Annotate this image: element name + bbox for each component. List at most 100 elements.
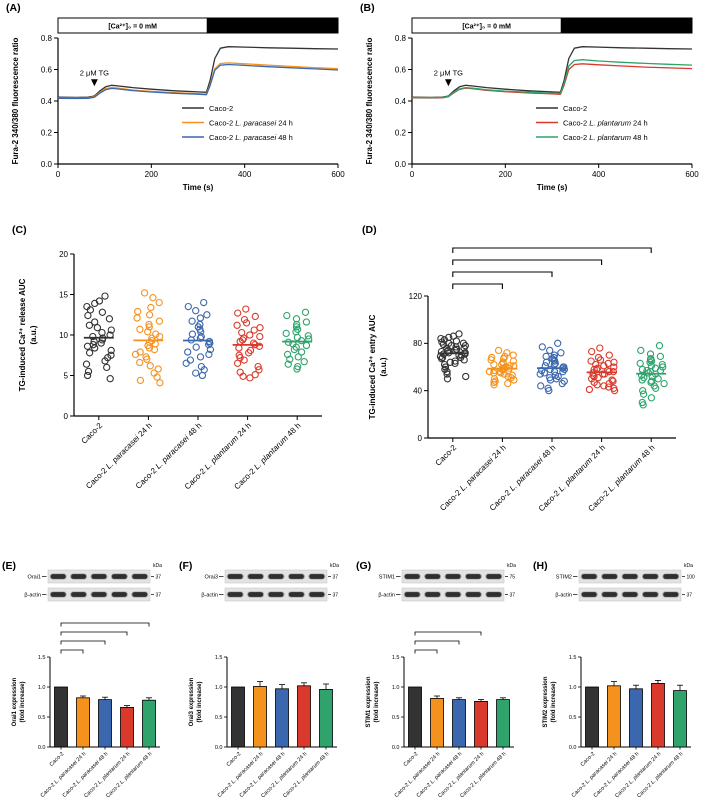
svg-text:Orai3: Orai3 <box>205 575 218 581</box>
svg-text:(a.u.): (a.u.) <box>29 325 38 344</box>
panel-H-blot-bar-chart: kDa STIM2 100 β-actin 37 0.0 0.5 1.0 1.5 STIM2 ex… <box>543 563 696 799</box>
svg-text:400: 400 <box>238 170 252 179</box>
svg-text:0.6: 0.6 <box>41 65 53 74</box>
svg-text:0.4: 0.4 <box>395 97 407 106</box>
svg-text:Orai1: Orai1 <box>28 575 41 581</box>
svg-text:Time (s): Time (s) <box>183 183 214 192</box>
svg-text:Caco-2 L. plantarum 24 h: Caco-2 L. plantarum 24 h <box>563 118 648 127</box>
svg-text:Caco-2: Caco-2 <box>434 443 459 468</box>
svg-text:Caco-2 L. plantarum 48 h: Caco-2 L. plantarum 48 h <box>636 751 684 799</box>
svg-text:400: 400 <box>592 170 606 179</box>
svg-text:10: 10 <box>59 331 68 340</box>
svg-text:Caco-2: Caco-2 <box>80 421 105 446</box>
panel-D: (D) 0 40 80 120 TG-induced Ca²⁺ entry AUC (a.… <box>362 224 707 558</box>
svg-text:0.0: 0.0 <box>41 160 53 169</box>
svg-text:37: 37 <box>510 593 516 599</box>
panel-B-label: (B) <box>360 2 375 14</box>
svg-text:TG-induced Ca²⁺ release AUC: TG-induced Ca²⁺ release AUC <box>18 278 27 391</box>
svg-text:Caco-2 L. plantarum 48 h: Caco-2 L. plantarum 48 h <box>282 751 330 799</box>
svg-text:Caco-2 L. paracasei 48 h: Caco-2 L. paracasei 48 h <box>209 133 293 142</box>
svg-text:600: 600 <box>331 170 345 179</box>
svg-text:0: 0 <box>418 434 423 443</box>
svg-text:2 μM TG: 2 μM TG <box>80 68 109 77</box>
svg-text:STIM1 expression: STIM1 expression <box>366 676 372 727</box>
svg-text:120: 120 <box>409 292 423 301</box>
svg-text:0.2: 0.2 <box>41 128 53 137</box>
svg-text:0.2: 0.2 <box>395 128 407 137</box>
svg-text:0.4: 0.4 <box>41 97 53 106</box>
svg-text:0.6: 0.6 <box>395 65 407 74</box>
panel-H-label: (H) <box>533 560 548 572</box>
svg-text:[Ca²⁺]₀ = 0 mM: [Ca²⁺]₀ = 0 mM <box>108 24 157 31</box>
svg-text:β-actin: β-actin <box>555 593 572 599</box>
svg-text:37: 37 <box>156 575 162 581</box>
svg-text:0.0: 0.0 <box>395 160 407 169</box>
svg-text:Orai3 expression: Orai3 expression <box>189 677 195 726</box>
svg-text:40: 40 <box>413 386 422 395</box>
panel-E-blot-bar-chart: kDa Orai1 37 β-actin 37 0.0 0.5 1.0 1.5 Orai1 exp… <box>12 563 162 799</box>
svg-text:0.0: 0.0 <box>215 745 223 751</box>
svg-text:(fold increase): (fold increase) <box>197 681 203 722</box>
panel-G-label: (G) <box>356 560 372 572</box>
svg-text:(fold increase): (fold increase) <box>20 681 26 722</box>
svg-text:Caco-2 L. plantarum 48 h: Caco-2 L. plantarum 48 h <box>105 751 153 799</box>
svg-text:Time (s): Time (s) <box>537 183 568 192</box>
svg-text:STIM2: STIM2 <box>556 575 572 581</box>
svg-text:0: 0 <box>56 170 61 179</box>
svg-text:0.5: 0.5 <box>569 715 577 721</box>
svg-text:STIM1: STIM1 <box>379 575 395 581</box>
svg-text:1.0: 1.0 <box>215 685 223 691</box>
svg-text:0.5: 0.5 <box>215 715 223 721</box>
svg-text:β-actin: β-actin <box>378 593 395 599</box>
svg-text:1.5: 1.5 <box>569 655 577 661</box>
svg-text:1.0: 1.0 <box>392 685 400 691</box>
svg-text:1.5: 1.5 <box>215 655 223 661</box>
svg-text:200: 200 <box>499 170 513 179</box>
svg-text:Caco-2: Caco-2 <box>403 751 420 768</box>
svg-text:(fold increase): (fold increase) <box>374 681 380 722</box>
svg-text:kDa: kDa <box>507 563 516 569</box>
svg-text:5: 5 <box>64 371 69 380</box>
svg-text:β-actin: β-actin <box>24 593 41 599</box>
svg-text:Orai1 expression: Orai1 expression <box>12 677 18 726</box>
svg-text:kDa: kDa <box>330 563 339 569</box>
svg-text:Caco-2 L. plantarum 48 h: Caco-2 L. plantarum 48 h <box>563 133 648 142</box>
svg-text:1.5: 1.5 <box>392 655 400 661</box>
svg-text:0.0: 0.0 <box>38 745 46 751</box>
svg-text:kDa: kDa <box>684 563 693 569</box>
panel-C-label: (C) <box>12 224 27 236</box>
panel-B-timecourse-chart: [Ca²⁺]₀ = 0 mM [Ca²⁺]₀ = 1.8 mM 0.0 0.2 0.4 0… <box>365 17 699 192</box>
panel-F-label: (F) <box>179 560 193 572</box>
svg-text:[Ca²⁺]₀ = 1.8 mM: [Ca²⁺]₀ = 1.8 mM <box>245 24 300 31</box>
svg-text:Caco-2: Caco-2 <box>226 751 243 768</box>
panel-G-blot-bar-chart: kDa STIM1 75 β-actin 37 0.0 0.5 1.0 1.5 STIM1 exp… <box>366 563 516 799</box>
panel-G: (G) kDa STIM1 75 β-actin 37 0.0 0.5 1.0 1.5 STIM1… <box>356 560 532 810</box>
panel-A: (A) [Ca²⁺]₀ = 0 mM [Ca²⁺]₀ = 1.8 mM 0.0 0.2… <box>6 2 354 220</box>
svg-text:Caco-2: Caco-2 <box>209 104 233 113</box>
svg-text:37: 37 <box>333 593 339 599</box>
svg-text:0.0: 0.0 <box>392 745 400 751</box>
panel-C-scatter-chart: 0 5 10 15 20 TG-induced Ca²⁺ release AUC (a.u.… <box>18 250 322 491</box>
svg-text:[Ca²⁺]₀ = 0 mM: [Ca²⁺]₀ = 0 mM <box>462 24 511 31</box>
svg-text:Caco-2: Caco-2 <box>580 751 597 768</box>
svg-text:20: 20 <box>59 250 68 259</box>
svg-text:(fold increase): (fold increase) <box>551 681 557 722</box>
svg-text:Caco-2 L. paracasei 24 h: Caco-2 L. paracasei 24 h <box>209 118 293 127</box>
panel-F: (F) kDa Orai3 37 β-actin 37 0.0 0.5 1.0 1.5 Orai3… <box>179 560 355 810</box>
svg-text:STIM2 expression: STIM2 expression <box>543 676 549 727</box>
svg-text:Caco-2: Caco-2 <box>563 104 587 113</box>
svg-text:37: 37 <box>156 593 162 599</box>
svg-text:0.8: 0.8 <box>395 34 407 43</box>
svg-text:0.5: 0.5 <box>392 715 400 721</box>
svg-text:37: 37 <box>333 575 339 581</box>
svg-text:600: 600 <box>685 170 699 179</box>
panel-C: (C) 0 5 10 15 20 TG-induced Ca²⁺ release AUC(… <box>12 224 342 558</box>
panel-A-label: (A) <box>6 2 21 14</box>
panel-H: (H) kDa STIM2 100 β-actin 37 0.0 0.5 1.0 1.5 STIM… <box>533 560 709 810</box>
svg-text:kDa: kDa <box>153 563 162 569</box>
svg-text:100: 100 <box>687 575 696 581</box>
panel-E: (E) kDa Orai1 37 β-actin 37 0.0 0.5 1.0 1.5 Orai1… <box>2 560 178 810</box>
panel-B: (B) [Ca²⁺]₀ = 0 mM [Ca²⁺]₀ = 1.8 mM 0.0 0.2… <box>360 2 708 220</box>
panel-D-label: (D) <box>362 224 377 236</box>
svg-text:(a.u.): (a.u.) <box>379 357 388 376</box>
